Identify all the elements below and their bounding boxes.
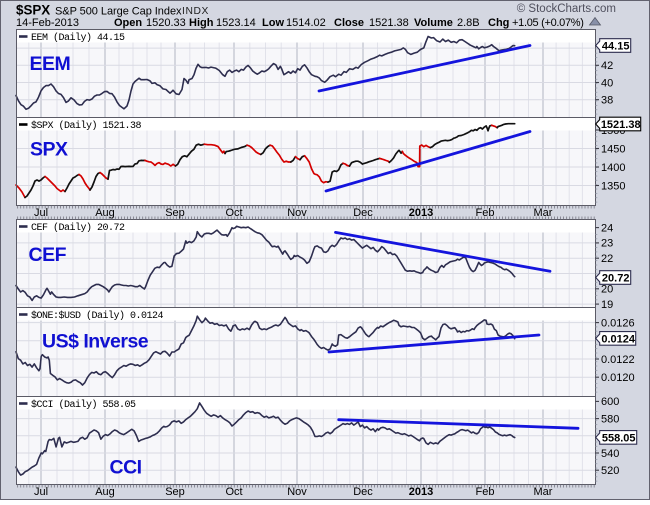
svg-text:Feb: Feb — [476, 486, 495, 498]
svg-text:Sep: Sep — [165, 486, 185, 498]
svg-text:0.0122: 0.0122 — [601, 354, 635, 366]
svg-text:Oct: Oct — [225, 207, 242, 219]
svg-text:Open: Open — [114, 17, 142, 29]
svg-text:Oct: Oct — [225, 486, 242, 498]
svg-text:SPX: SPX — [30, 139, 68, 161]
svg-text:40: 40 — [601, 77, 613, 89]
svg-text:CEF (Daily) 20.72: CEF (Daily) 20.72 — [31, 222, 125, 234]
svg-text:0.0126: 0.0126 — [601, 317, 635, 329]
svg-text:540: 540 — [601, 448, 619, 460]
svg-text:1350: 1350 — [601, 180, 625, 192]
svg-text:+1.05 (+0.07%): +1.05 (+0.07%) — [512, 17, 584, 29]
svg-text:$SPX (Daily) 1521.38: $SPX (Daily) 1521.38 — [31, 120, 142, 132]
svg-text:Nov: Nov — [287, 207, 307, 219]
svg-text:CCI: CCI — [110, 457, 142, 479]
svg-text:0.0124: 0.0124 — [601, 333, 636, 345]
svg-text:EEM: EEM — [30, 53, 71, 75]
svg-text:Aug: Aug — [95, 207, 115, 219]
svg-text:1450: 1450 — [601, 143, 625, 155]
svg-text:© StockCharts.com: © StockCharts.com — [517, 3, 616, 15]
svg-text:Low: Low — [262, 17, 284, 29]
svg-text:Feb: Feb — [476, 207, 495, 219]
svg-text:2.8B: 2.8B — [457, 17, 480, 29]
svg-text:1514.02: 1514.02 — [286, 17, 326, 29]
svg-text:1400: 1400 — [601, 162, 625, 174]
svg-text:1523.14: 1523.14 — [216, 17, 256, 29]
svg-text:CEF: CEF — [29, 244, 67, 266]
svg-text:High: High — [189, 17, 214, 29]
svg-text:23: 23 — [601, 238, 613, 250]
svg-text:Volume: Volume — [414, 17, 453, 29]
svg-text:US$ Inverse: US$ Inverse — [42, 331, 149, 353]
svg-text:44.15: 44.15 — [602, 40, 630, 52]
svg-text:Aug: Aug — [95, 486, 115, 498]
svg-text:Nov: Nov — [287, 486, 307, 498]
svg-text:14-Feb-2013: 14-Feb-2013 — [16, 17, 79, 29]
svg-text:Dec: Dec — [353, 486, 373, 498]
svg-text:Sep: Sep — [165, 207, 185, 219]
svg-text:24: 24 — [601, 222, 613, 234]
svg-text:2013: 2013 — [409, 207, 433, 219]
svg-text:20: 20 — [601, 284, 613, 296]
svg-text:1520.33: 1520.33 — [146, 17, 186, 29]
svg-text:$ONE:$USD (Daily) 0.0124: $ONE:$USD (Daily) 0.0124 — [31, 310, 164, 322]
svg-text:Jul: Jul — [34, 486, 48, 498]
svg-text:38: 38 — [601, 95, 613, 107]
svg-text:Close: Close — [334, 17, 364, 29]
svg-text:S&P 500 Large Cap Index: S&P 500 Large Cap Index — [55, 6, 182, 18]
svg-text:19: 19 — [601, 299, 613, 311]
svg-text:EEM (Daily) 44.15: EEM (Daily) 44.15 — [31, 32, 125, 44]
svg-text:Chg: Chg — [488, 17, 509, 29]
svg-text:520: 520 — [601, 465, 619, 477]
svg-text:20.72: 20.72 — [602, 272, 630, 284]
svg-text:2013: 2013 — [409, 486, 433, 498]
svg-text:Mar: Mar — [534, 486, 553, 498]
svg-text:1521.38: 1521.38 — [601, 119, 641, 131]
svg-text:600: 600 — [601, 396, 619, 408]
svg-text:0.0120: 0.0120 — [601, 372, 635, 384]
svg-text:Dec: Dec — [353, 207, 373, 219]
svg-text:Jul: Jul — [34, 207, 48, 219]
svg-text:Mar: Mar — [534, 207, 553, 219]
svg-text:22: 22 — [601, 253, 613, 265]
svg-text:INDX: INDX — [182, 6, 209, 17]
svg-text:580: 580 — [601, 413, 619, 425]
svg-text:558.05: 558.05 — [602, 432, 636, 444]
svg-text:$SPX: $SPX — [16, 3, 50, 18]
svg-text:42: 42 — [601, 60, 613, 72]
svg-text:1521.38: 1521.38 — [369, 17, 409, 29]
svg-text:$CCI (Daily) 558.05: $CCI (Daily) 558.05 — [31, 399, 136, 411]
